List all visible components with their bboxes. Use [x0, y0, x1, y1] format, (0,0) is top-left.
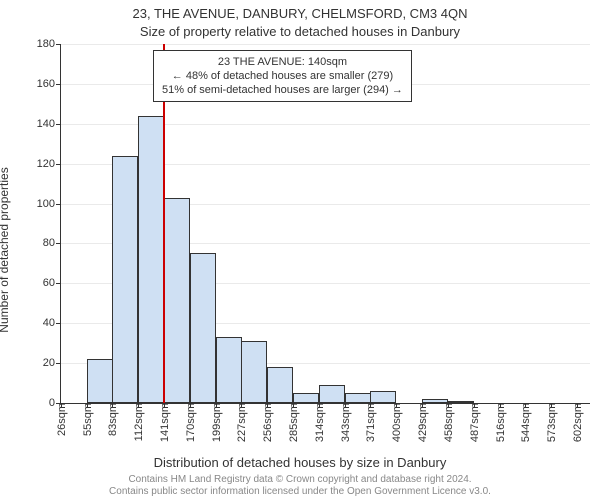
xtick-label: 112sqm [133, 403, 145, 441]
ytick-label: 80 [43, 237, 55, 249]
histogram-bar [216, 337, 242, 403]
ytick-mark [56, 323, 61, 324]
ytick-label: 40 [43, 317, 55, 329]
xtick-label: 429sqm [417, 403, 429, 442]
chart-container: 23, THE AVENUE, DANBURY, CHELMSFORD, CM3… [0, 0, 600, 500]
xtick-label: 141sqm [159, 403, 171, 442]
ytick-label: 140 [37, 118, 55, 130]
histogram-bar [164, 198, 190, 403]
histogram-bar [112, 156, 138, 403]
xtick-label: 83sqm [107, 403, 119, 436]
xtick-label: 516sqm [495, 403, 507, 442]
annotation-line1: 23 THE AVENUE: 140sqm [162, 55, 403, 69]
ytick-label: 20 [43, 357, 55, 369]
histogram-bar [319, 385, 345, 403]
xtick-label: 55sqm [82, 403, 94, 436]
histogram-bar [293, 393, 319, 403]
histogram-bar [87, 359, 113, 403]
histogram-bar [370, 391, 396, 403]
annotation-box: 23 THE AVENUE: 140sqm ← 48% of detached … [153, 50, 412, 102]
attribution-line2: Contains public sector information licen… [0, 486, 600, 498]
xtick-label: 343sqm [340, 403, 352, 442]
plot-area: 020406080100120140160180 23 THE AVENUE: … [60, 44, 590, 404]
ytick-label: 160 [37, 78, 55, 90]
xtick-label: 227sqm [236, 403, 248, 442]
histogram-bar [267, 367, 293, 403]
ytick-mark [56, 204, 61, 205]
histogram-bar [190, 253, 216, 403]
ytick-mark [56, 164, 61, 165]
xtick-label: 256sqm [262, 403, 274, 442]
xtick-label: 314sqm [314, 403, 326, 442]
attribution-line1: Contains HM Land Registry data © Crown c… [0, 474, 600, 486]
histogram-bar [345, 393, 371, 403]
attribution: Contains HM Land Registry data © Crown c… [0, 474, 600, 498]
xtick-label: 544sqm [520, 403, 532, 442]
ytick-label: 0 [49, 397, 55, 409]
ytick-mark [56, 124, 61, 125]
xtick-label: 371sqm [365, 403, 377, 442]
x-axis-caption: Distribution of detached houses by size … [0, 455, 600, 470]
annotation-line3: 51% of semi-detached houses are larger (… [162, 83, 403, 97]
xtick-label: 602sqm [572, 403, 584, 442]
ytick-mark [56, 283, 61, 284]
gridline [61, 44, 590, 45]
title-sub: Size of property relative to detached ho… [0, 24, 600, 39]
xtick-label: 285sqm [288, 403, 300, 442]
ytick-mark [56, 243, 61, 244]
xtick-label: 199sqm [211, 403, 223, 442]
ytick-mark [56, 84, 61, 85]
xtick-label: 458sqm [443, 403, 455, 442]
title-main: 23, THE AVENUE, DANBURY, CHELMSFORD, CM3… [0, 6, 600, 21]
annotation-line2: ← 48% of detached houses are smaller (27… [162, 69, 403, 83]
xtick-label: 487sqm [469, 403, 481, 442]
xtick-label: 400sqm [391, 403, 403, 442]
ytick-label: 180 [37, 38, 55, 50]
histogram-bar [241, 341, 267, 403]
histogram-bar [138, 116, 164, 403]
ytick-label: 100 [37, 198, 55, 210]
ytick-mark [56, 363, 61, 364]
ytick-label: 60 [43, 277, 55, 289]
xtick-label: 573sqm [546, 403, 558, 442]
ytick-mark [56, 44, 61, 45]
xtick-label: 170sqm [185, 403, 197, 442]
ytick-label: 120 [37, 158, 55, 170]
xtick-label: 26sqm [56, 403, 68, 436]
